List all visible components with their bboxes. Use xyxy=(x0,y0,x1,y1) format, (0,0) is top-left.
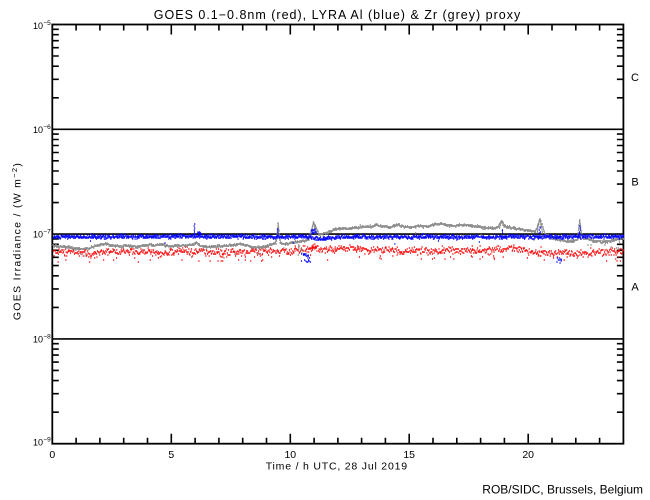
svg-text:−6: −6 xyxy=(43,124,51,131)
svg-text:ROB/SIDC, Brussels, Belgium: ROB/SIDC, Brussels, Belgium xyxy=(482,483,643,497)
svg-text:A: A xyxy=(631,282,639,294)
svg-text:−8: −8 xyxy=(43,334,51,341)
svg-text:10: 10 xyxy=(33,125,43,135)
svg-text:15: 15 xyxy=(403,449,415,461)
svg-text:0: 0 xyxy=(49,449,55,461)
svg-text:5: 5 xyxy=(168,449,174,461)
svg-text:10: 10 xyxy=(284,449,296,461)
svg-text:20: 20 xyxy=(522,449,534,461)
svg-text:GOES 0.1−0.8nm (red), LYRA Al: GOES 0.1−0.8nm (red), LYRA Al (blue) & Z… xyxy=(154,8,521,22)
svg-text:Time / h UTC, 28 Jul 2019: Time / h UTC, 28 Jul 2019 xyxy=(266,461,408,473)
svg-text:−5: −5 xyxy=(43,20,51,27)
svg-text:−9: −9 xyxy=(43,436,51,443)
svg-text:−7: −7 xyxy=(43,229,51,236)
svg-text:10: 10 xyxy=(33,230,43,240)
svg-text:10: 10 xyxy=(33,21,43,31)
svg-text:10: 10 xyxy=(33,335,43,345)
svg-text:10: 10 xyxy=(33,437,43,447)
svg-text:B: B xyxy=(631,177,638,189)
svg-text:GOES Irradiance / (W m−2): GOES Irradiance / (W m−2) xyxy=(10,162,24,320)
svg-text:C: C xyxy=(631,72,639,84)
